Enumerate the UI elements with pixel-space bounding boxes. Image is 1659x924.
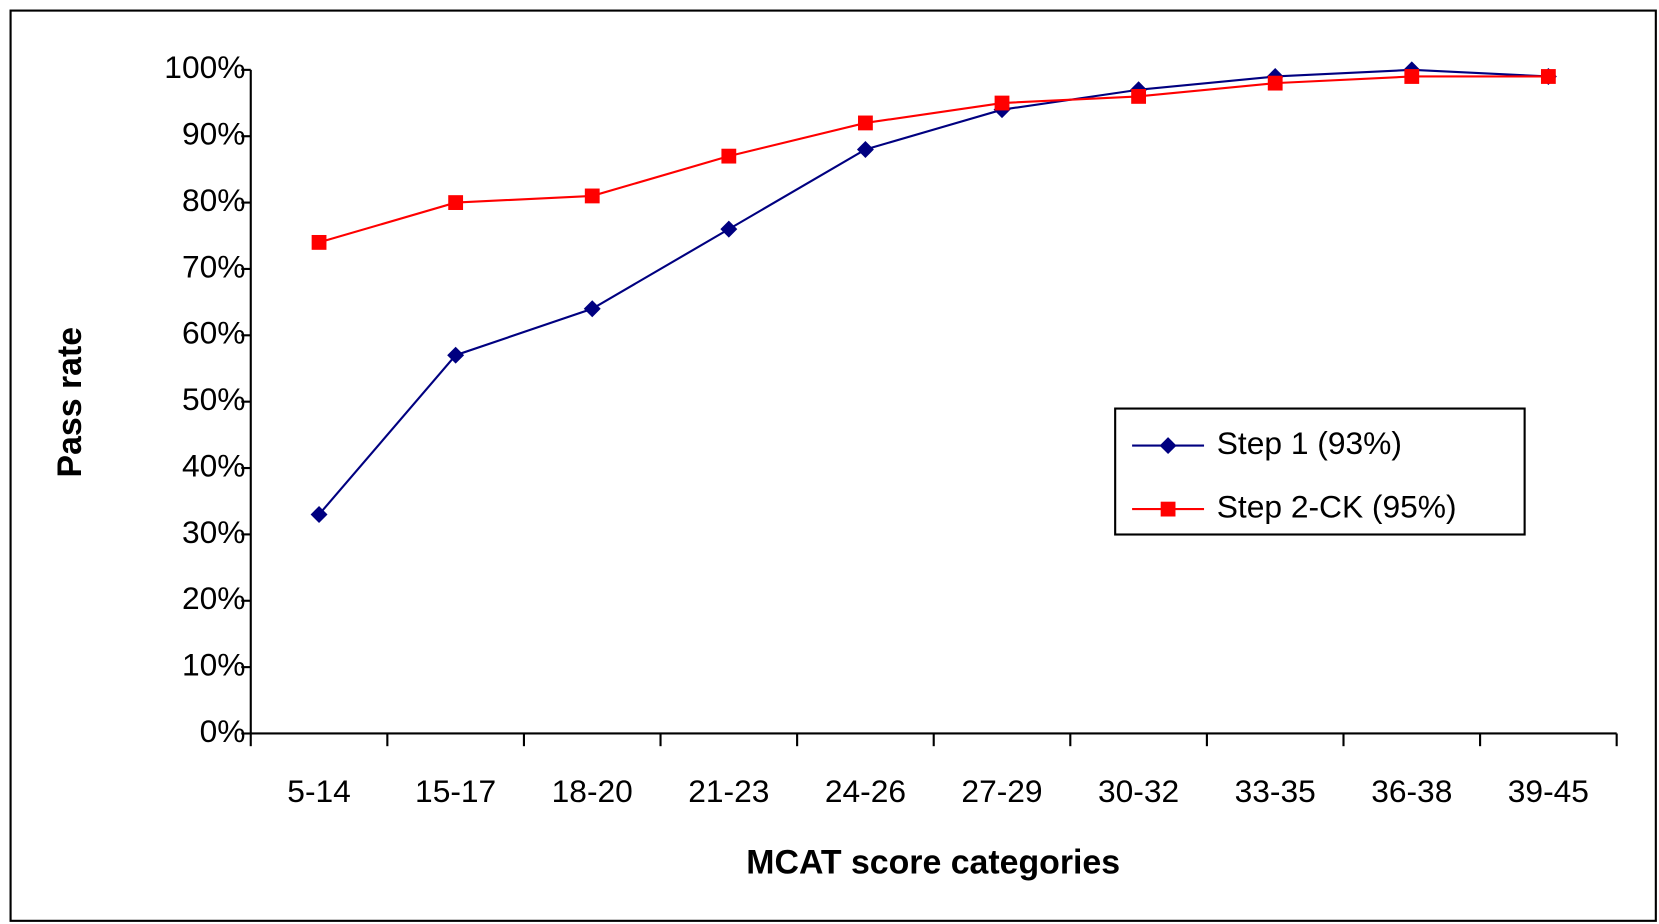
marker: [1267, 75, 1283, 91]
marker: [584, 188, 600, 204]
series-line: [318, 75, 1549, 244]
marker: [856, 141, 874, 158]
marker: [1159, 437, 1177, 455]
legend: Step 1 (93%) Step 2-CK (95%): [1114, 407, 1526, 536]
marker: [1404, 69, 1420, 84]
marker: [994, 95, 1010, 111]
marker: [1160, 501, 1176, 517]
marker: [447, 346, 465, 364]
legend-label: Step 2-CK (95%): [1217, 488, 1457, 524]
marker: [448, 195, 464, 210]
x-axis-title: MCAT score categories: [746, 844, 1120, 882]
y-tick-label: 20%: [182, 580, 246, 616]
y-tick-label: 90%: [182, 116, 246, 152]
y-tick-label: 0%: [200, 713, 246, 749]
y-tick-label: 30%: [182, 514, 246, 550]
y-tick-label: 100%: [164, 49, 245, 85]
x-tick-label: 39-45: [1508, 773, 1589, 809]
series-line: [318, 68, 1549, 516]
x-tick-label: 27-29: [961, 773, 1042, 809]
x-tick-label: 30-32: [1098, 773, 1179, 809]
x-tick-label: 36-38: [1371, 773, 1452, 809]
y-tick-label: 80%: [182, 182, 246, 218]
y-tick-label: 40%: [182, 447, 246, 483]
x-tick-label: 15-17: [415, 773, 496, 809]
marker: [721, 148, 737, 164]
x-tick-label: 21-23: [688, 773, 769, 809]
x-tick-label: 18-20: [552, 773, 633, 809]
y-axis-title: Pass rate: [51, 327, 89, 478]
marker: [1131, 88, 1147, 104]
marker: [858, 115, 873, 131]
marker: [1540, 69, 1556, 84]
y-tick-label: 70%: [182, 248, 246, 284]
marker: [311, 234, 327, 250]
y-tick-label: 50%: [182, 381, 246, 417]
y-tick-label: 60%: [182, 315, 246, 351]
legend-box: [1114, 407, 1526, 536]
legend-label: Step 1 (93%): [1217, 425, 1402, 461]
x-tick-label: 24-26: [825, 773, 906, 809]
x-tick-label: 5-14: [287, 773, 351, 809]
x-tick-label: 33-35: [1235, 773, 1316, 809]
y-tick-label: 10%: [182, 647, 246, 683]
